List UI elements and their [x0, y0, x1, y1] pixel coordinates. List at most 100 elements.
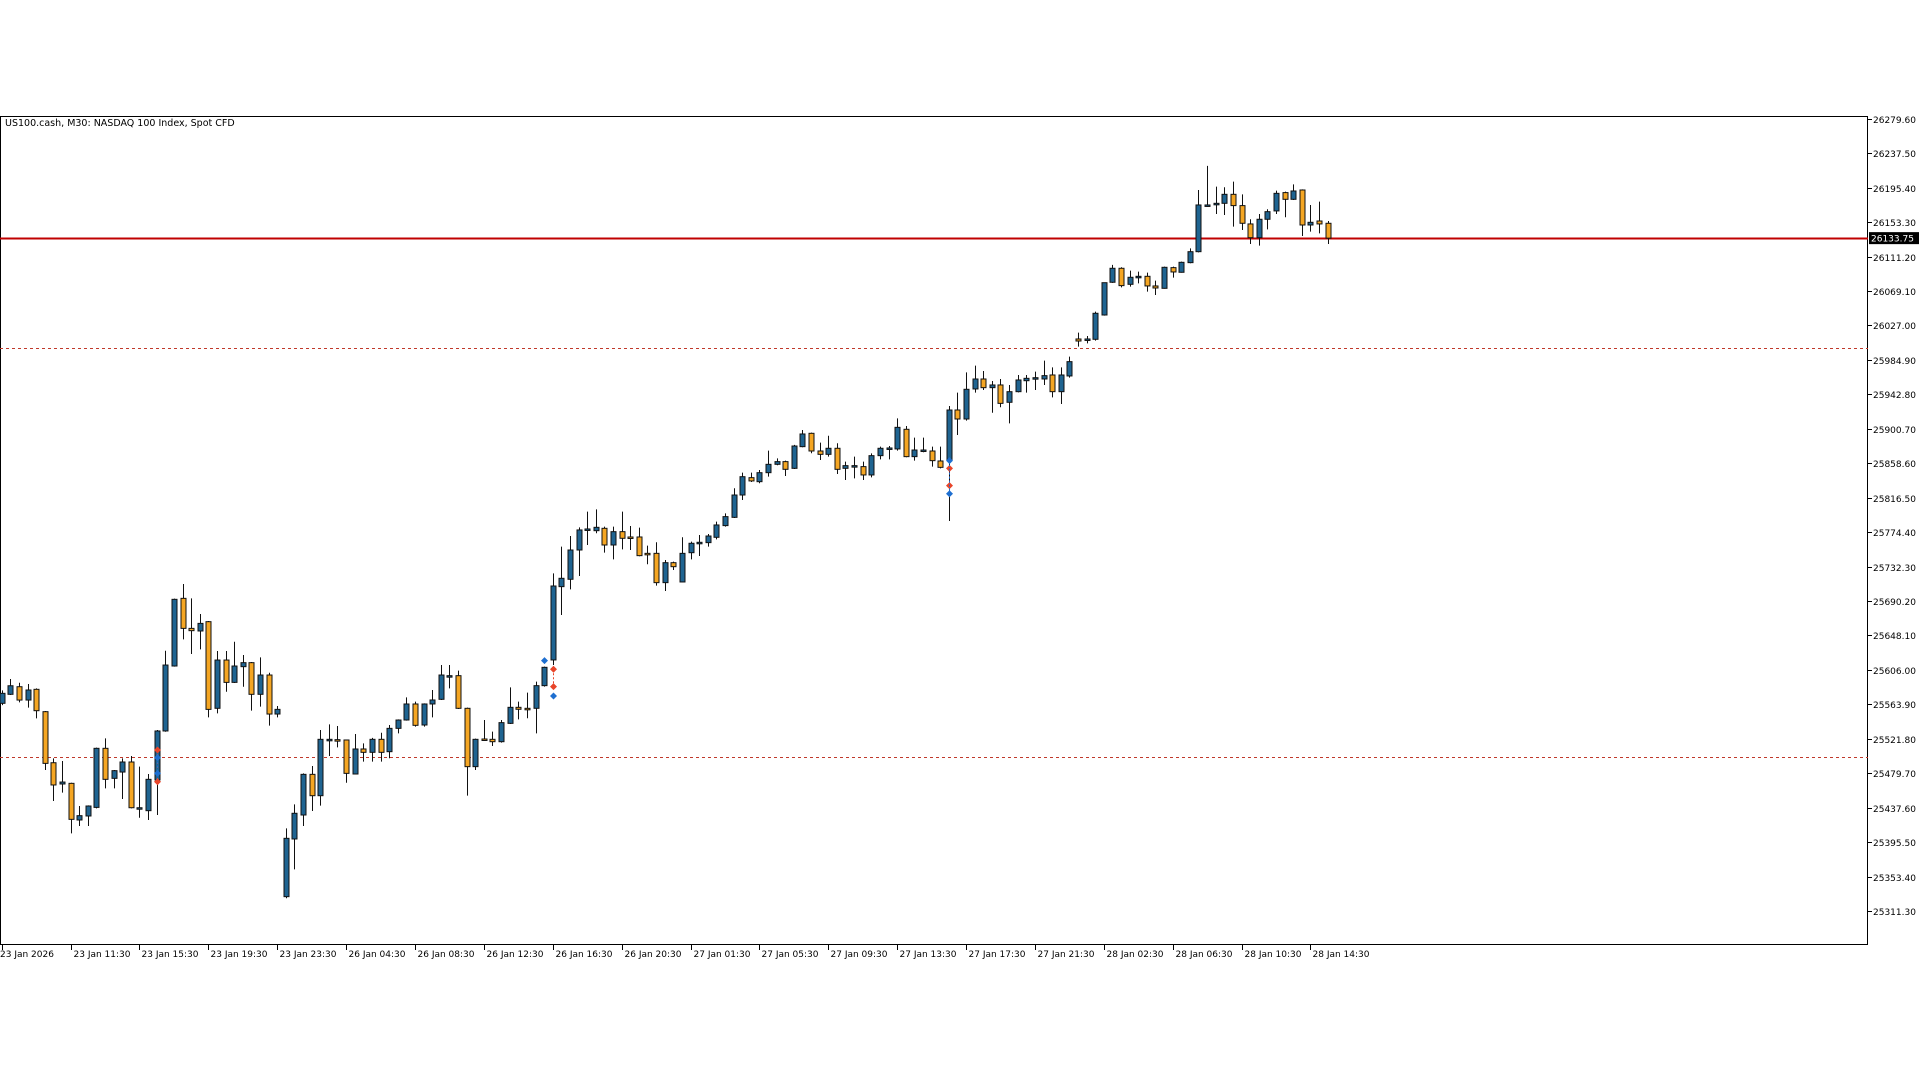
bull-candle-body [93, 747, 100, 808]
bear-candle-body [360, 748, 367, 753]
price-label: 25774.40 [1873, 529, 1916, 539]
sell-marker-icon[interactable] [946, 464, 953, 472]
candle [644, 545, 651, 565]
bull-candle-body [920, 449, 927, 453]
candle [1135, 271, 1142, 284]
candle [438, 665, 445, 700]
bull-candle-body [197, 622, 204, 632]
chart-title: US100.cash, M30: NASDAQ 100 Index, Spot … [5, 118, 235, 129]
candle [489, 731, 496, 746]
candle [352, 734, 359, 775]
bull-candle-body [825, 447, 832, 455]
bear-candle-body [903, 428, 910, 458]
candle [85, 805, 92, 827]
price-label: 26195.40 [1873, 185, 1916, 195]
bull-candle-body [765, 463, 772, 474]
bull-candle-body [1041, 375, 1048, 380]
price-label: 25690.20 [1873, 598, 1916, 608]
bear-candle-body [102, 747, 109, 780]
candle [421, 703, 428, 727]
bull-candle-body [240, 662, 247, 668]
bull-candle-body [593, 526, 600, 532]
candle [980, 370, 987, 391]
candle [188, 598, 195, 654]
candle [688, 541, 695, 560]
price-label: 25858.60 [1873, 460, 1916, 470]
candle [627, 526, 634, 550]
price-label: 25437.60 [1873, 805, 1916, 815]
bear-candle-body [128, 761, 135, 809]
bull-candle-body [76, 815, 83, 821]
bull-candle-body [1221, 193, 1228, 204]
bear-candle-body [455, 675, 462, 709]
bear-candle-body [1239, 205, 1246, 224]
bull-candle-body [472, 738, 479, 768]
candle [76, 806, 83, 827]
candle [50, 758, 57, 802]
candle [782, 460, 789, 476]
bear-candle-body [68, 782, 75, 820]
bull-candle-body [1161, 266, 1168, 289]
bear-candle-body [524, 707, 531, 711]
time-label: 27 Jan 13:30 [900, 950, 957, 960]
candle [533, 681, 540, 734]
sell-marker-icon[interactable] [154, 746, 161, 754]
bull-candle-body [774, 461, 781, 465]
bear-candle-body [1075, 338, 1082, 342]
chart-frame [0, 116, 1868, 945]
candle [214, 651, 221, 714]
candle [240, 655, 247, 687]
bear-candle-body [33, 688, 40, 712]
bull-candle-body [842, 465, 849, 469]
candle [197, 614, 204, 650]
sell-marker-icon[interactable] [550, 665, 557, 673]
candle [1204, 165, 1211, 207]
bear-candle-body [937, 460, 944, 468]
bull-candle-body [1066, 361, 1073, 377]
sell-marker-icon[interactable] [154, 778, 161, 786]
bear-candle-body [334, 739, 341, 742]
candle [136, 766, 143, 818]
candle [756, 469, 763, 484]
bull-candle-body [731, 494, 738, 518]
bull-candle-body [851, 465, 858, 468]
candle [1170, 266, 1177, 278]
bear-candle-body [1144, 275, 1151, 287]
candle [1187, 248, 1194, 264]
candle [180, 584, 187, 640]
bear-candle-body [481, 738, 488, 741]
candle [223, 651, 230, 692]
buy-marker-icon[interactable] [154, 754, 161, 762]
candle [851, 456, 858, 479]
buy-marker-icon[interactable] [154, 769, 161, 777]
buy-marker-icon[interactable] [550, 692, 557, 700]
price-label: 25563.90 [1873, 701, 1916, 711]
price-label: 25942.80 [1873, 391, 1916, 401]
bull-candle-body [171, 598, 178, 667]
price-axis: 26279.60 26237.50 26195.40 26153.30 26111.20… [1868, 116, 1916, 918]
candle [1273, 190, 1280, 214]
bear-candle-body [636, 536, 643, 557]
buy-marker-icon[interactable] [946, 490, 953, 498]
bull-candle-body [1307, 221, 1314, 226]
candle [1213, 186, 1220, 214]
bull-candle-body [257, 674, 264, 695]
bull-candle-body [679, 552, 686, 583]
time-label: 23 Jan 11:30 [74, 950, 131, 960]
bull-candle-body [1204, 204, 1211, 207]
time-label: 28 Jan 02:30 [1107, 950, 1164, 960]
candle [1127, 270, 1134, 287]
bear-candle-body [378, 738, 385, 753]
sell-marker-icon[interactable] [550, 683, 557, 691]
buy-marker-icon[interactable] [946, 457, 953, 465]
bull-candle-body [317, 738, 324, 797]
candle [1023, 374, 1030, 393]
candle [567, 536, 574, 590]
bear-candle-body [980, 378, 987, 389]
candle [33, 688, 40, 719]
candle [1299, 189, 1306, 236]
buy-marker-icon[interactable] [541, 657, 548, 665]
bear-candle-body [42, 711, 49, 764]
candle [619, 511, 626, 550]
